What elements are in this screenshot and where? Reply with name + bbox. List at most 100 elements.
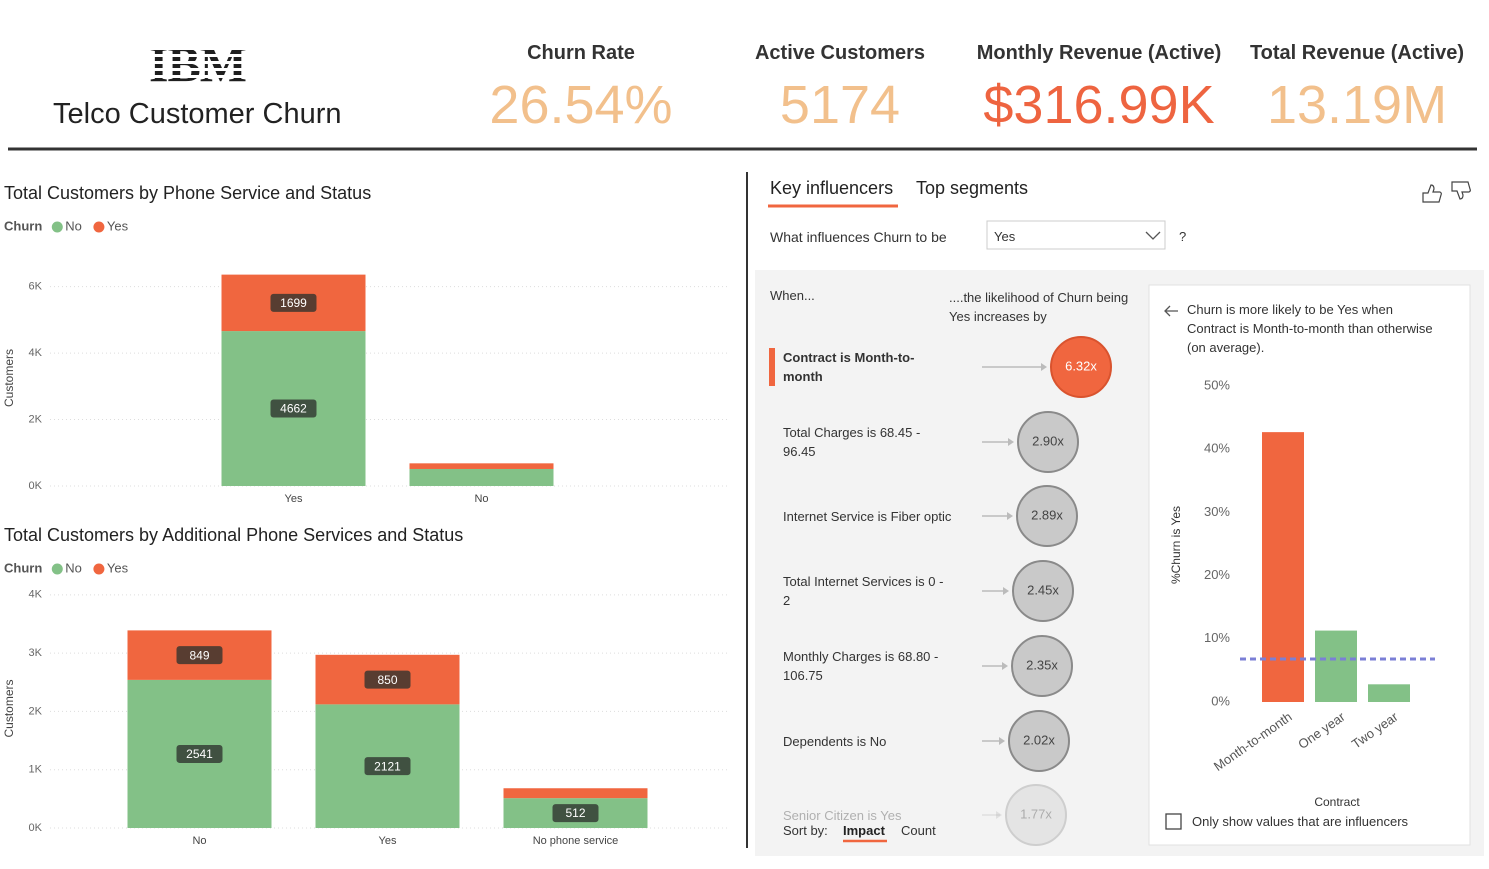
sort-option[interactable]: Impact — [843, 823, 885, 838]
dropdown-chevron[interactable] — [1145, 231, 1161, 240]
y-tick-label: 3K — [29, 647, 43, 659]
kpi-label: Monthly Revenue (Active) — [976, 42, 1222, 64]
bar — [1262, 432, 1304, 702]
influencer-factor: 1.77x — [1020, 806, 1052, 821]
dropdown[interactable] — [986, 220, 1166, 250]
data-label: 2121 — [374, 759, 401, 773]
data-label-bg — [176, 646, 223, 665]
y-axis-label: %Churn is Yes — [1169, 506, 1183, 584]
influencer-arrowhead — [1003, 587, 1009, 595]
checkbox[interactable] — [1165, 813, 1182, 830]
influencer-label[interactable]: Total Charges is 68.45 - 96.45 — [783, 425, 921, 459]
influencer-arrowhead — [1002, 662, 1008, 670]
back-arrow[interactable] — [1164, 305, 1178, 317]
influencer-label[interactable]: Dependents is No — [783, 733, 887, 749]
influencer-label[interactable]: Monthly Charges is 68.80 - 106.75 — [783, 649, 939, 683]
y-tick-label: 4K — [29, 589, 43, 601]
influencer-bubble[interactable] — [1017, 411, 1079, 473]
sort-option[interactable]: Count — [901, 823, 936, 838]
legend-label: Yes — [107, 218, 129, 233]
data-label: 850 — [377, 673, 397, 687]
y-tick-label: 0K — [29, 822, 43, 834]
influencer-label[interactable]: Senior Citizen is Yes — [783, 807, 902, 823]
influencer-arrowhead — [1041, 363, 1047, 371]
x-tick-label: No phone service — [533, 835, 619, 847]
legend-marker — [93, 563, 105, 575]
data-label: 4662 — [280, 402, 307, 416]
y-tick-label: 2K — [29, 413, 43, 425]
influencer-bubble[interactable] — [1012, 560, 1074, 622]
sort-label: Sort by: — [783, 823, 828, 838]
bar-segment — [409, 463, 554, 469]
tab[interactable]: Key influencers — [770, 178, 894, 198]
x-tick-label: Yes — [379, 835, 397, 847]
influencer-label[interactable]: Internet Service is Fiber optic — [783, 508, 952, 524]
y-axis-label: Customers — [2, 679, 16, 737]
influencer-factor: 2.02x — [1023, 732, 1055, 747]
influencer-bubble[interactable] — [1005, 784, 1067, 846]
detail-description: Churn is more likely to be Yes when Cont… — [1187, 302, 1433, 355]
kpi-label: Active Customers — [754, 42, 926, 64]
data-label-bg — [364, 757, 411, 776]
data-label: 512 — [565, 806, 585, 820]
influencer-factor: 2.35x — [1026, 657, 1058, 672]
influencer-arrowhead — [999, 737, 1005, 745]
influencer-label[interactable]: Contract is Month-to-month — [783, 350, 915, 384]
data-label-bg — [270, 399, 317, 418]
legend-label: No — [65, 218, 82, 233]
dashboard-title: Telco Customer Churn — [53, 98, 342, 130]
y-tick-label: 2K — [29, 705, 43, 717]
influencer-factor: 2.90x — [1032, 433, 1064, 448]
y-tick-label: 1K — [29, 764, 43, 776]
legend-title: Churn — [4, 218, 42, 233]
legend-title: Churn — [4, 560, 42, 575]
data-label-bg — [552, 804, 599, 823]
influencer-bubble[interactable] — [1050, 336, 1112, 398]
thumbs-up[interactable] — [1422, 184, 1442, 203]
data-label-bg — [364, 670, 411, 689]
bar — [1368, 684, 1410, 702]
chart-title: Total Customers by Additional Phone Serv… — [4, 525, 463, 545]
question: What influences Churn to be — [770, 229, 947, 245]
kpi-value: 13.19M — [1266, 75, 1448, 135]
influencer-label[interactable]: Total Internet Services is 0 - 2 — [783, 574, 944, 608]
data-label: 1699 — [280, 296, 307, 310]
legend-label: Yes — [107, 560, 129, 575]
checkbox-label[interactable]: Only show values that are influencers — [1192, 814, 1409, 829]
help[interactable]: ? — [1179, 229, 1187, 244]
y-tick-label: 4K — [29, 347, 43, 359]
y-tick-label: 40% — [1204, 441, 1230, 456]
x-tick-label: No — [192, 835, 206, 847]
legend-label: No — [65, 560, 82, 575]
selected-marker — [769, 348, 775, 386]
kpi-value: 26.54% — [489, 75, 673, 135]
dropdown-value[interactable]: Yes — [994, 229, 1016, 244]
bar-segment — [503, 788, 648, 799]
influencer-bubble[interactable] — [1011, 635, 1073, 697]
y-tick-label: 6K — [29, 281, 43, 293]
data-label-bg — [270, 293, 317, 312]
thumbs-down[interactable] — [1451, 181, 1471, 200]
x-tick-label: Yes — [285, 493, 303, 505]
data-label-bg — [176, 744, 223, 763]
y-tick-label: 10% — [1204, 630, 1230, 645]
influencer-bubble[interactable] — [1016, 485, 1078, 547]
legend-marker — [93, 221, 105, 233]
x-axis-label: Contract — [1314, 795, 1360, 809]
influencer-bubble[interactable] — [1008, 710, 1070, 772]
bar-segment — [409, 468, 554, 486]
influencer-factor: 2.89x — [1031, 507, 1063, 522]
kpi-value: 5174 — [779, 75, 901, 135]
influencer-arrowhead — [1008, 438, 1014, 446]
y-tick-label: 50% — [1204, 377, 1230, 392]
chart-title: Total Customers by Phone Service and Sta… — [4, 183, 371, 203]
kpi-label: Churn Rate — [527, 42, 635, 64]
column-header: ....the likelihood of Churn being Yes in… — [949, 290, 1129, 324]
bar — [1315, 630, 1357, 702]
legend-marker — [51, 221, 63, 233]
y-tick-label: 0% — [1211, 693, 1230, 708]
influencer-arrowhead — [1007, 512, 1013, 520]
tab[interactable]: Top segments — [916, 178, 1029, 198]
